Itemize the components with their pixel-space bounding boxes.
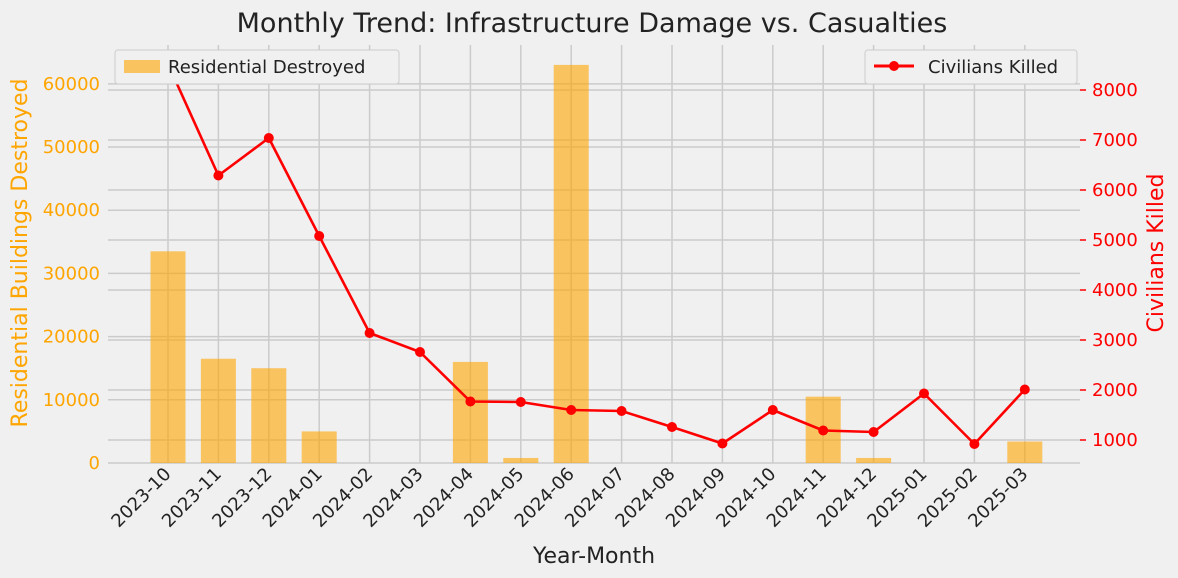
line-point (767, 405, 778, 415)
y-axis-right-label: Civilians Killed (1144, 174, 1169, 333)
line-point (969, 439, 980, 449)
y-left-tick-label: 30000 (43, 263, 100, 284)
legend-marker-civilians (889, 61, 899, 71)
bar (1007, 441, 1043, 463)
y-left-tick-label: 50000 (43, 137, 100, 158)
y-left-tick-label: 20000 (43, 327, 100, 348)
legend-label-civilians: Civilians Killed (928, 57, 1058, 78)
y-right-tick-label: 6000 (1092, 180, 1138, 201)
y-left-tick-label: 40000 (43, 200, 100, 221)
x-axis-label: Year-Month (532, 544, 655, 569)
bar (200, 358, 236, 463)
bar (301, 431, 337, 463)
bar (150, 251, 186, 463)
line-point (1019, 384, 1030, 395)
y-right-tick-label: 4000 (1092, 280, 1138, 301)
line-point (364, 328, 375, 338)
bar (553, 64, 589, 464)
y-left-tick-label: 0 (89, 453, 100, 474)
y-right-tick-label: 1000 (1092, 430, 1138, 451)
line-point (868, 427, 879, 437)
line-point (263, 133, 274, 143)
line-point (566, 405, 577, 415)
legend-right: Civilians Killed (864, 49, 1078, 85)
y-right-tick-label: 8000 (1092, 80, 1138, 101)
line-point (919, 388, 929, 399)
legend-left: Residential Destroyed (114, 49, 400, 85)
bar (452, 361, 488, 463)
line-series (163, 59, 1030, 449)
bar (251, 368, 287, 463)
line-point (515, 397, 526, 407)
bar (856, 457, 892, 463)
line-point (667, 422, 677, 432)
line-point (717, 438, 728, 449)
bar (503, 457, 539, 463)
legend-left-box (114, 49, 400, 85)
line-point (616, 406, 627, 416)
bar-series (150, 64, 1043, 464)
line-point (818, 425, 829, 436)
y-left-tick-label: 60000 (43, 74, 100, 95)
y-right-tick-label: 3000 (1092, 330, 1138, 351)
y-right-tick-label: 2000 (1092, 380, 1138, 401)
line-path (166, 63, 1026, 446)
legend-swatch-residential (124, 60, 160, 73)
chart-title: Monthly Trend: Infrastructure Damage vs.… (237, 8, 948, 39)
line-point (465, 396, 476, 407)
y-left-tick-label: 10000 (43, 390, 100, 411)
line-point (415, 347, 425, 357)
legend-label-residential: Residential Destroyed (168, 57, 365, 78)
y-right-tick-label: 5000 (1092, 230, 1138, 251)
line-point (213, 170, 224, 181)
line-point (314, 231, 325, 241)
y-axis-left-label: Residential Buildings Destroyed (8, 79, 33, 428)
y-right-tick-label: 7000 (1092, 130, 1138, 151)
legend-right-box (864, 49, 1078, 85)
